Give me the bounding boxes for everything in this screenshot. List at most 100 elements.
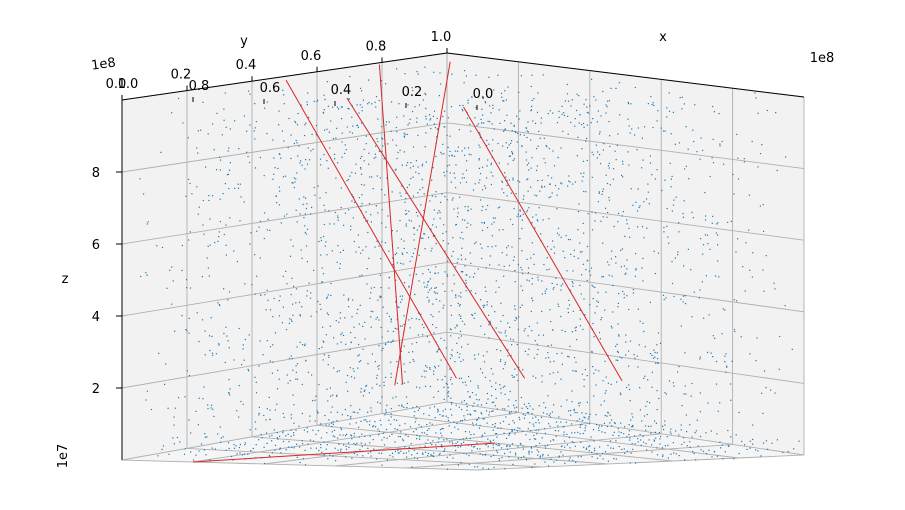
scatter-point	[577, 136, 579, 138]
scatter-point	[399, 325, 401, 327]
scatter-point	[296, 378, 299, 380]
floor-pane	[122, 402, 804, 470]
scatter-point	[542, 74, 544, 76]
scatter-point	[574, 432, 576, 434]
scatter-point	[212, 408, 214, 410]
scatter-points	[139, 66, 800, 470]
scatter-point	[619, 356, 621, 358]
scatter-point	[189, 182, 191, 185]
scatter-point	[434, 272, 436, 274]
scatter-point	[588, 423, 591, 425]
scatter-point	[298, 425, 300, 427]
scatter-point	[613, 168, 615, 170]
scatter-point	[457, 428, 459, 430]
scatter-point	[279, 295, 281, 297]
scatter-point	[482, 355, 485, 357]
scatter-point	[701, 281, 703, 283]
scatter-point	[396, 361, 398, 363]
scatter-point	[468, 153, 470, 155]
scatter-point	[625, 334, 627, 336]
scatter-point	[390, 101, 393, 103]
scatter-point	[497, 207, 499, 209]
scatter-point	[353, 432, 355, 434]
scatter-point	[412, 359, 414, 361]
scatter-point	[290, 417, 292, 419]
scatter-point	[410, 220, 412, 222]
scatter-point	[340, 450, 342, 452]
scatter-point	[486, 139, 488, 141]
scatter-point	[536, 343, 538, 345]
scatter-point	[710, 352, 712, 354]
scatter-point	[376, 374, 378, 376]
scatter-point	[666, 225, 668, 227]
scatter-point	[749, 269, 751, 271]
scatter-point	[360, 122, 363, 124]
scatter-point	[548, 196, 550, 199]
scatter-point	[350, 225, 352, 227]
scatter-point	[297, 155, 299, 157]
scatter-point	[455, 449, 457, 452]
scatter-point	[645, 429, 647, 431]
scatter-point	[278, 186, 280, 188]
scatter-point	[755, 360, 757, 362]
scatter-point	[567, 238, 570, 241]
scatter-point	[470, 434, 472, 436]
scatter-point	[328, 131, 330, 133]
scatter-point	[490, 368, 492, 370]
scatter-point	[418, 318, 420, 321]
scatter-point	[371, 353, 373, 355]
scatter-point	[483, 122, 485, 124]
scatter-point	[609, 440, 612, 442]
scatter-point	[266, 289, 268, 291]
scatter-point	[377, 212, 379, 214]
scatter-point	[508, 399, 510, 401]
scatter-point	[373, 286, 375, 289]
scatter-point	[352, 125, 354, 127]
scatter-point	[397, 452, 399, 454]
scatter-point	[304, 231, 306, 234]
scatter-point	[475, 410, 477, 412]
scatter-point	[341, 132, 343, 134]
scatter-point	[455, 294, 457, 296]
scatter-point	[350, 415, 352, 418]
scatter-point	[273, 173, 275, 175]
scatter-point	[413, 239, 415, 241]
scatter-point	[687, 248, 689, 250]
scatter-point	[336, 106, 339, 108]
scatter-point	[516, 215, 518, 217]
scatter-point	[291, 320, 293, 322]
scatter-point	[233, 444, 235, 446]
scatter-point	[626, 436, 628, 438]
scatter-point	[143, 193, 145, 195]
scatter-point	[635, 201, 637, 203]
scatter-point	[579, 424, 581, 426]
scatter-point	[218, 344, 220, 346]
scatter-point	[511, 374, 513, 376]
scatter-point	[228, 347, 230, 349]
scatter-point	[429, 385, 431, 388]
scatter-point	[362, 99, 364, 101]
scatter-point	[403, 132, 405, 134]
scatter-point	[558, 116, 560, 118]
scatter-point	[537, 419, 539, 421]
scatter-point	[323, 341, 325, 343]
scatter-point	[378, 319, 380, 321]
scatter-point	[555, 277, 557, 279]
scatter-point	[532, 417, 534, 419]
scatter-point	[415, 318, 417, 320]
scatter-point	[589, 304, 591, 306]
scatter-point	[488, 76, 490, 78]
scatter-point	[560, 289, 562, 291]
scatter-point	[369, 176, 371, 178]
scatter-point	[459, 196, 461, 198]
scatter-point	[461, 401, 463, 403]
scatter-point	[591, 176, 593, 178]
scatter-point	[618, 445, 620, 448]
scatter-point	[515, 400, 517, 402]
scatter-point	[385, 428, 388, 431]
scatter-point	[265, 309, 267, 311]
scatter-point	[588, 450, 590, 452]
scatter-point	[414, 293, 416, 296]
scatter-point	[549, 309, 551, 311]
scatter-point	[441, 435, 443, 437]
